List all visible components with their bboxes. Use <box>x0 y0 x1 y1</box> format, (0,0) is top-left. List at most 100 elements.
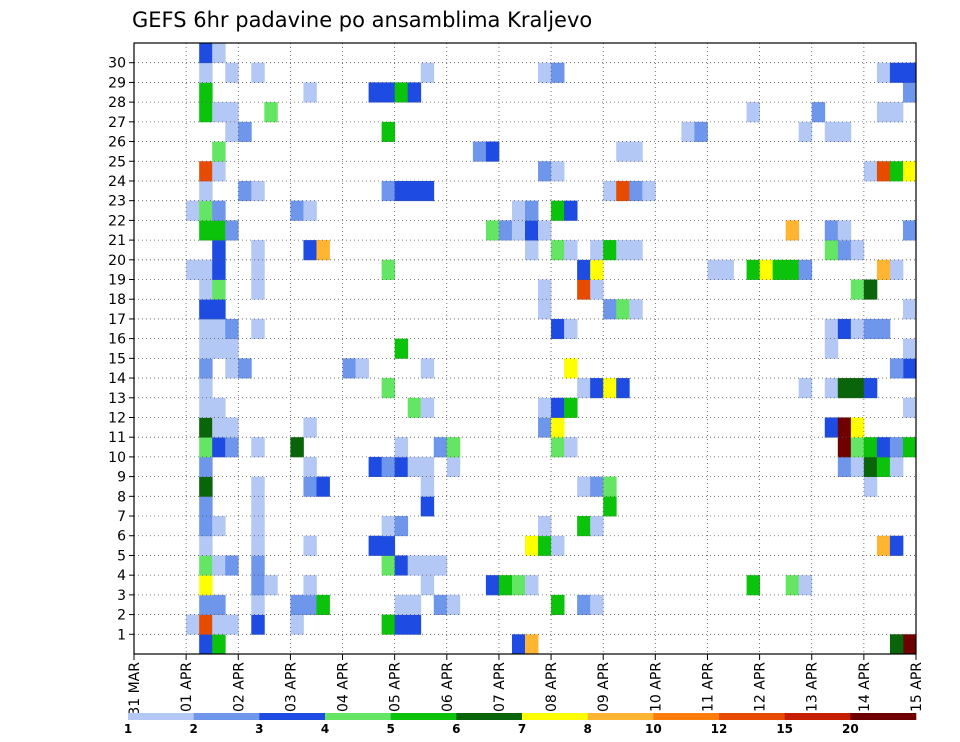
precip-cell <box>876 161 891 182</box>
precip-cell <box>889 456 904 478</box>
precip-cell <box>381 378 396 399</box>
precip-cell <box>629 141 643 162</box>
precip-cell <box>420 456 435 478</box>
x-tick-label: 08 APR <box>544 662 560 712</box>
precip-cell <box>199 279 213 300</box>
precip-cell <box>420 476 435 497</box>
cells-layer <box>186 43 917 655</box>
precip-cell <box>251 62 265 83</box>
colorbar: 1 2 3 4 5 6 7 8 10 12 15 20 <box>124 713 917 736</box>
precip-cell <box>433 594 448 615</box>
colorbar-label: 10 <box>645 722 662 736</box>
precip-cell <box>616 141 630 162</box>
colorbar-swatch <box>653 713 720 720</box>
precip-cell <box>394 614 409 635</box>
precip-cell <box>590 594 604 615</box>
precip-cell <box>876 318 891 340</box>
y-tick-label: 5 <box>117 548 126 564</box>
precip-cell <box>824 318 839 340</box>
precip-cell <box>681 121 695 142</box>
precip-cell <box>394 555 409 576</box>
precip-cell <box>564 437 578 458</box>
precip-cell <box>186 259 200 280</box>
precip-cell <box>225 102 239 123</box>
precip-cell <box>577 516 591 537</box>
precip-cell <box>225 318 239 340</box>
precip-cell <box>303 82 317 103</box>
precip-cell <box>199 437 213 458</box>
precip-cell <box>603 476 617 497</box>
y-tick-label: 13 <box>108 391 126 407</box>
x-tick-label: 13 APR <box>805 662 821 712</box>
precip-cell <box>902 437 917 458</box>
precip-cell <box>381 614 396 635</box>
plot-frame <box>133 42 917 655</box>
precip-cell <box>251 496 265 517</box>
precip-cell <box>407 397 422 418</box>
y-tick-label: 16 <box>108 332 126 348</box>
colorbar-swatch <box>390 713 457 720</box>
precip-cell <box>199 634 213 655</box>
colorbar-swatch <box>784 713 851 720</box>
precip-cell <box>564 240 578 261</box>
colorbar-swatch <box>128 713 194 720</box>
precip-cell <box>264 102 278 123</box>
x-tick-label: 03 APR <box>283 662 299 712</box>
colorbar-label: 2 <box>189 722 197 736</box>
precip-cell <box>199 594 213 615</box>
precip-cell <box>511 220 526 241</box>
precip-cell <box>889 62 904 83</box>
precip-cell <box>381 259 396 280</box>
precip-cell <box>381 456 396 478</box>
precip-cell <box>551 437 565 458</box>
precip-cell <box>212 279 226 300</box>
precip-cell <box>850 279 865 300</box>
precip-cell <box>538 516 552 537</box>
precip-cell <box>212 200 226 221</box>
precip-cell <box>225 614 239 635</box>
precip-cell <box>590 279 604 300</box>
y-tick-label: 30 <box>108 56 126 72</box>
precip-cell <box>199 338 213 359</box>
precip-cell <box>381 535 396 556</box>
colorbar-swatch <box>325 713 391 720</box>
colorbar-label: 8 <box>583 722 591 736</box>
colorbar-swatch <box>456 713 523 720</box>
y-tick-label: 12 <box>108 410 126 426</box>
precip-cell <box>394 594 409 615</box>
precip-cell <box>902 62 917 83</box>
precip-cell <box>199 82 213 103</box>
y-tick-label: 22 <box>108 213 126 229</box>
precip-cell <box>303 240 317 261</box>
precip-cell <box>837 318 852 340</box>
precip-cell <box>876 456 891 478</box>
precip-cell <box>212 102 226 123</box>
y-tick-label: 11 <box>108 430 126 446</box>
precip-cell <box>212 417 226 438</box>
precip-cell <box>577 279 591 300</box>
y-tick-label: 18 <box>108 292 126 308</box>
precip-cell <box>837 437 852 458</box>
precip-cell <box>798 259 813 280</box>
precip-cell <box>629 180 643 202</box>
precip-cell <box>199 476 213 497</box>
y-tick-label: 6 <box>117 529 126 545</box>
precip-cell <box>290 200 304 221</box>
precip-cell <box>394 516 409 537</box>
precip-cell <box>199 456 213 478</box>
precip-cell <box>746 259 760 280</box>
precip-cell <box>212 594 226 615</box>
precip-cell <box>225 220 239 241</box>
precip-cell <box>186 614 200 635</box>
x-tick-label: 12 APR <box>753 662 769 712</box>
precip-cell <box>446 594 461 615</box>
precip-cell <box>199 535 213 556</box>
precip-cell <box>446 437 461 458</box>
precip-cell <box>707 259 721 280</box>
precip-cell <box>577 378 591 399</box>
precip-cell <box>538 417 552 438</box>
colorbar-swatch <box>193 713 260 720</box>
precip-cell <box>889 102 904 123</box>
y-tick-label: 19 <box>108 273 126 289</box>
